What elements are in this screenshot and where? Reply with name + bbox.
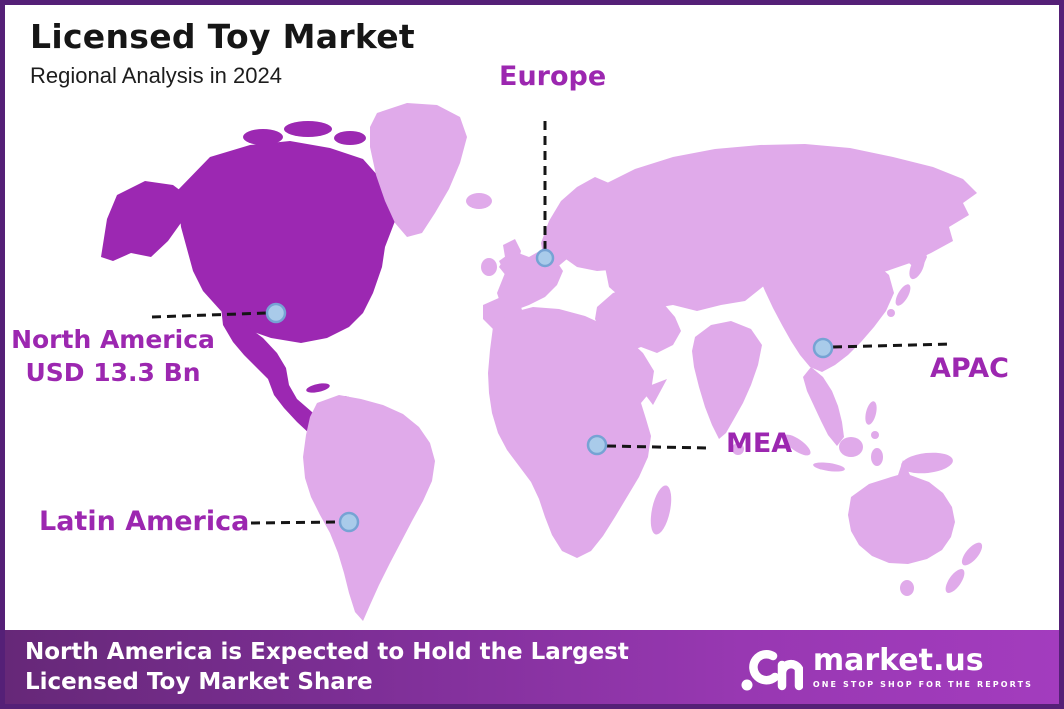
page-title: Licensed Toy Market [30, 17, 416, 56]
page-subtitle: Regional Analysis in 2024 [30, 63, 282, 88]
iceland-shape [466, 193, 492, 209]
japan-island [887, 309, 895, 317]
europe-marker-dot [535, 248, 555, 268]
japan-island [895, 284, 911, 306]
sumatra-shape [783, 434, 811, 456]
horn-of-africa-shape [641, 379, 667, 405]
market-us-logo-icon [741, 650, 803, 691]
latin-america-marker-dot [338, 511, 360, 533]
japan-island [909, 254, 925, 280]
apac-label: APAC [930, 353, 1009, 384]
region-rest-of-world [303, 103, 983, 621]
logo-name: market.us [812, 642, 984, 678]
canada-us-shape [177, 141, 395, 343]
greenland-shape [370, 103, 467, 237]
logo-tagline: ONE STOP SHOP FOR THE REPORTS [812, 679, 1033, 689]
callouts [151, 121, 953, 533]
north-america-label-value: USD 13.3 Bn [25, 358, 201, 387]
apac-callout-line [832, 342, 953, 349]
north-america-label: North America USD 13.3 Bn [11, 323, 215, 389]
north-america-marker-dot [265, 302, 287, 324]
header: Licensed Toy Market Regional Analysis in… [30, 17, 415, 89]
cuba-shape [306, 383, 330, 393]
footer-line-2: Licensed Toy Market Share [25, 669, 373, 695]
india-shape [692, 321, 762, 439]
logo-text-block: market.us ONE STOP SHOP FOR THE REPORTS [812, 642, 1033, 689]
philippines-island [871, 431, 879, 439]
uk-shape [499, 239, 521, 277]
footer-line-1: North America is Expected to Hold the La… [25, 638, 629, 665]
east-asia-shape [757, 245, 894, 372]
north-america-label-name: North America [11, 325, 215, 354]
south-america-shape [303, 395, 435, 621]
mea-marker-dot [586, 434, 608, 456]
arctic-island [284, 121, 332, 137]
java-shape [813, 462, 845, 472]
new-zealand-island [961, 542, 983, 566]
borneo-shape [839, 437, 863, 457]
market-us-logo: market.us ONE STOP SHOP FOR THE REPORTS [741, 641, 1033, 693]
footer-text: North America is Expected to Hold the La… [25, 637, 629, 698]
europe-label: Europe [499, 61, 607, 92]
madagascar-shape [650, 485, 672, 535]
se-asia-shape [803, 367, 844, 446]
sri-lanka-shape [732, 443, 744, 455]
tasmania-shape [900, 580, 914, 596]
alaska-shape [101, 181, 189, 261]
mea-callout-line [606, 444, 708, 450]
sulawesi-shape [871, 448, 883, 466]
arctic-island [243, 129, 283, 145]
arctic-island [334, 131, 366, 145]
ireland-shape [481, 258, 497, 276]
mea-label: MEA [726, 428, 793, 459]
australia-shape [848, 460, 955, 564]
philippines-island [865, 401, 877, 425]
new-zealand-island [945, 569, 965, 593]
africa-shape [488, 307, 654, 558]
central-asia-shape [605, 261, 765, 311]
new-guinea-shape [901, 452, 953, 474]
latin-america-label: Latin America [39, 506, 250, 537]
arctic-island [275, 147, 303, 159]
footer-banner: North America is Expected to Hold the La… [5, 630, 1059, 704]
apac-marker-dot [812, 337, 834, 359]
north-america-callout-line [151, 311, 268, 319]
russia-shape [563, 144, 977, 279]
world-map [101, 103, 983, 621]
